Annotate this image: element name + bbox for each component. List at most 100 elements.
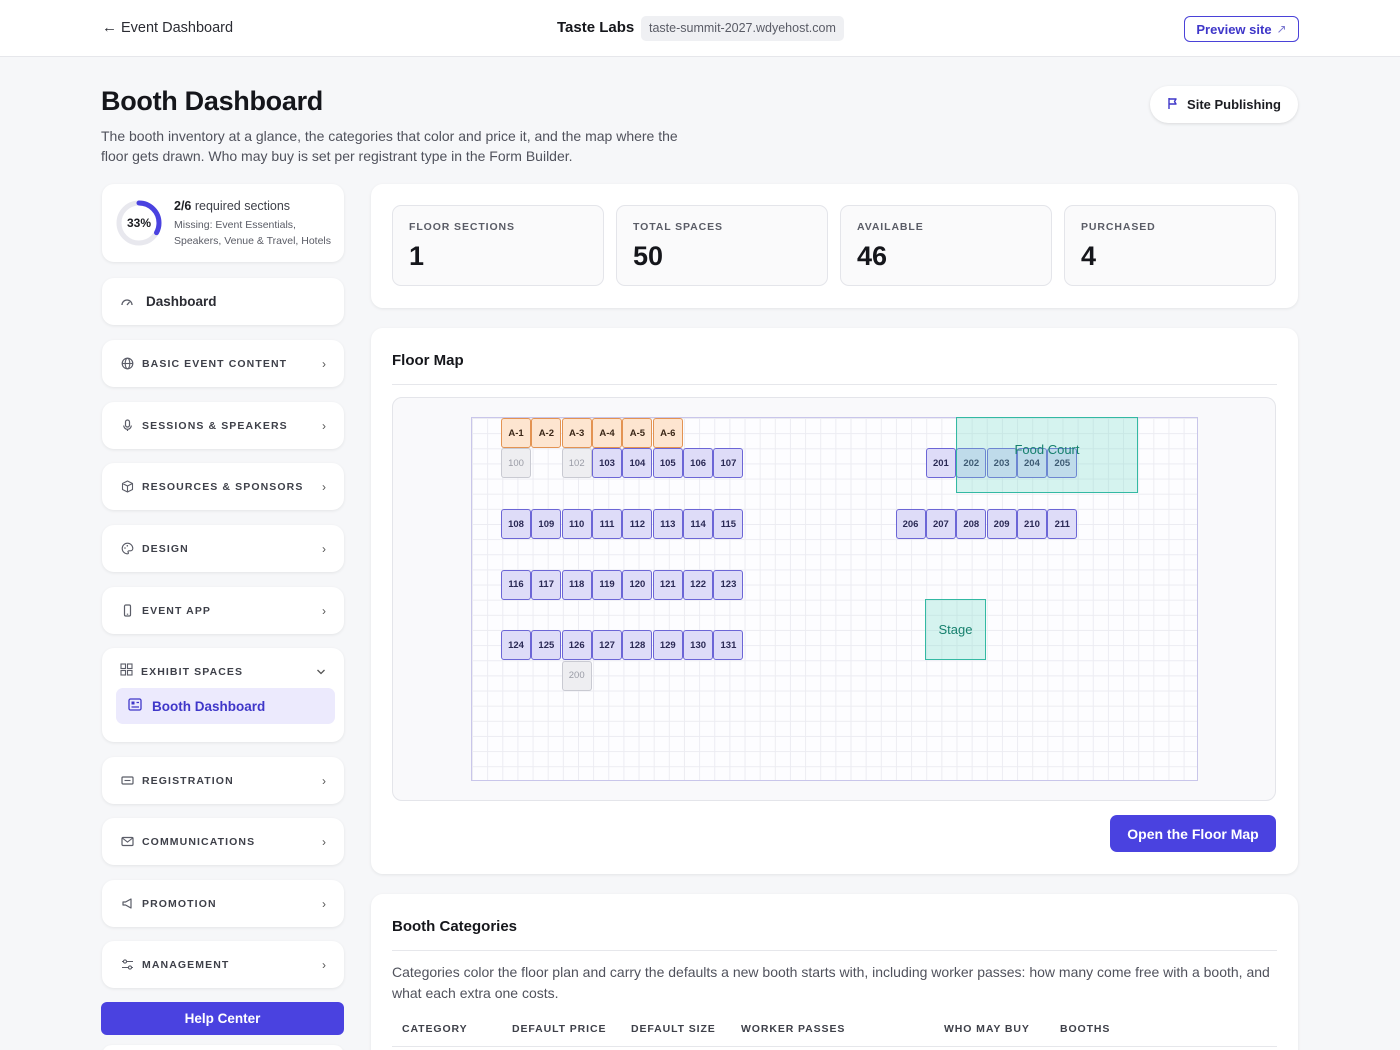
booth-131[interactable]: 131 [713, 630, 744, 660]
column-header-category[interactable]: CATEGORY [402, 1023, 468, 1035]
booth-categories-card: Booth Categories Categories color the fl… [371, 894, 1298, 1050]
booth-204[interactable]: 204 [1016, 448, 1047, 479]
chevron-right-icon: › [322, 896, 326, 911]
progress-count: 2/6 [174, 199, 192, 213]
page-description: The booth inventory at a glance, the cat… [101, 128, 678, 164]
column-header-default-size[interactable]: DEFAULT SIZE [631, 1023, 716, 1035]
booth-a-2[interactable]: A-2 [531, 418, 562, 448]
booth-a-1[interactable]: A-1 [501, 418, 531, 448]
booth-128[interactable]: 128 [622, 630, 653, 660]
setup-progress-card[interactable]: 33% 2/6 required sections Missing: Event… [102, 184, 344, 262]
booth-209[interactable]: 209 [986, 509, 1017, 539]
booth-a-6[interactable]: A-6 [652, 418, 683, 448]
booth-130[interactable]: 130 [683, 630, 714, 660]
booth-121[interactable]: 121 [652, 569, 683, 600]
booth-115[interactable]: 115 [713, 509, 744, 539]
column-header-who-may-buy[interactable]: WHO MAY BUY [944, 1023, 1030, 1035]
booth-122[interactable]: 122 [683, 569, 714, 600]
grid-icon [120, 663, 133, 681]
booth-210[interactable]: 210 [1016, 509, 1047, 539]
booth-100[interactable]: 100 [501, 448, 531, 479]
booth-118[interactable]: 118 [561, 569, 592, 600]
sidebar-item-label: SESSIONS & SPEAKERS [142, 419, 288, 432]
booth-a-3[interactable]: A-3 [561, 418, 592, 448]
booth-207[interactable]: 207 [925, 509, 956, 539]
booth-116[interactable]: 116 [501, 569, 531, 600]
sidebar-item-label: RESOURCES & SPONSORS [142, 480, 304, 493]
booth-113[interactable]: 113 [652, 509, 683, 539]
sidebar-item-registration[interactable]: REGISTRATION › [102, 757, 344, 804]
column-header-default-price[interactable]: DEFAULT PRICE [512, 1023, 607, 1035]
sidebar-item-design[interactable]: DESIGN › [102, 525, 344, 572]
booth-206[interactable]: 206 [895, 509, 926, 539]
preview-site-button[interactable]: Preview site ↗ [1184, 16, 1299, 42]
sidebar-item-label: MANAGEMENT [142, 958, 230, 971]
booth-108[interactable]: 108 [501, 509, 531, 539]
booth-114[interactable]: 114 [683, 509, 714, 539]
booth-120[interactable]: 120 [622, 569, 653, 600]
page-title: Booth Dashboard [101, 86, 323, 116]
sidebar-item-resources-sponsors[interactable]: RESOURCES & SPONSORS › [102, 463, 344, 510]
booth-202[interactable]: 202 [956, 448, 987, 479]
site-publishing-button[interactable]: Site Publishing [1150, 86, 1298, 123]
booth-211[interactable]: 211 [1047, 509, 1078, 539]
booth-125[interactable]: 125 [531, 630, 562, 660]
booth-119[interactable]: 119 [592, 569, 623, 600]
booth-112[interactable]: 112 [622, 509, 653, 539]
booth-111[interactable]: 111 [592, 509, 623, 539]
column-header-booths[interactable]: BOOTHS [1060, 1023, 1111, 1035]
booth-200[interactable]: 200 [561, 660, 592, 691]
booth-205[interactable]: 205 [1047, 448, 1078, 479]
column-header-worker-passes[interactable]: WORKER PASSES [741, 1023, 846, 1035]
booth-208[interactable]: 208 [956, 509, 987, 539]
chevron-down-icon [316, 663, 326, 681]
zone-stage[interactable]: Stage [925, 599, 986, 660]
booth-a-5[interactable]: A-5 [622, 418, 653, 448]
booth-106[interactable]: 106 [683, 448, 714, 479]
sidebar-item-event-app[interactable]: EVENT APP › [102, 587, 344, 634]
sidebar-item-label: DESIGN [142, 542, 189, 555]
sidebar-item-label: EXHIBIT SPACES [141, 666, 244, 678]
booth-105[interactable]: 105 [652, 448, 683, 479]
chevron-right-icon: › [322, 834, 326, 849]
booth-102[interactable]: 102 [561, 448, 592, 479]
sidebar-item-management[interactable]: MANAGEMENT › [102, 941, 344, 988]
booth-203[interactable]: 203 [986, 448, 1017, 479]
sidebar-item-label: EVENT APP [142, 604, 212, 617]
ticket-icon [120, 774, 134, 788]
arrow-left-icon: ← [102, 19, 117, 36]
booth-117[interactable]: 117 [531, 569, 562, 600]
booth-127[interactable]: 127 [592, 630, 623, 660]
sidebar-item-sessions-speakers[interactable]: SESSIONS & SPEAKERS › [102, 402, 344, 449]
booth-110[interactable]: 110 [561, 509, 592, 539]
booth-a-4[interactable]: A-4 [592, 418, 623, 448]
sidebar-item-communications[interactable]: COMMUNICATIONS › [102, 818, 344, 865]
booth-126[interactable]: 126 [561, 630, 592, 660]
booth-123[interactable]: 123 [713, 569, 744, 600]
zone-food-court[interactable]: Food Court [956, 417, 1138, 493]
sidebar-item-dashboard[interactable]: Dashboard [102, 278, 344, 325]
booth-104[interactable]: 104 [622, 448, 653, 479]
booth-201[interactable]: 201 [925, 448, 956, 479]
sidebar-item-exhibit-spaces[interactable]: EXHIBIT SPACES [120, 663, 326, 681]
chevron-right-icon: › [322, 541, 326, 556]
floor-map-preview[interactable]: 200 131 130 129 128 127 126 125 124 123 122 121 120 1… [392, 397, 1276, 801]
site-publishing-label: Site Publishing [1187, 97, 1281, 112]
progress-percent: 33% [126, 216, 152, 230]
booth-107[interactable]: 107 [713, 448, 744, 479]
sidebar-item-label: COMMUNICATIONS [142, 835, 256, 848]
chevron-right-icon: › [322, 479, 326, 494]
open-floor-map-button[interactable]: Open the Floor Map [1110, 815, 1276, 852]
booth-124[interactable]: 124 [501, 630, 531, 660]
sidebar-item-basic-event-content[interactable]: BASIC EVENT CONTENT › [102, 340, 344, 387]
booth-109[interactable]: 109 [531, 509, 562, 539]
stat-label: AVAILABLE [857, 221, 924, 233]
booth-103[interactable]: 103 [592, 448, 623, 479]
floor-plan-canvas[interactable]: 200 131 130 129 128 127 126 125 124 123 122 121 120 1… [471, 417, 1198, 781]
back-to-event-dashboard-link[interactable]: ← Event Dashboard [102, 19, 233, 36]
sidebar-subitem-booth-dashboard[interactable]: Booth Dashboard [116, 688, 335, 724]
help-center-button[interactable]: Help Center [101, 1002, 344, 1035]
site-domain-pill: taste-summit-2027.wdyehost.com [641, 16, 844, 41]
sidebar-item-promotion[interactable]: PROMOTION › [102, 880, 344, 927]
booth-129[interactable]: 129 [652, 630, 683, 660]
